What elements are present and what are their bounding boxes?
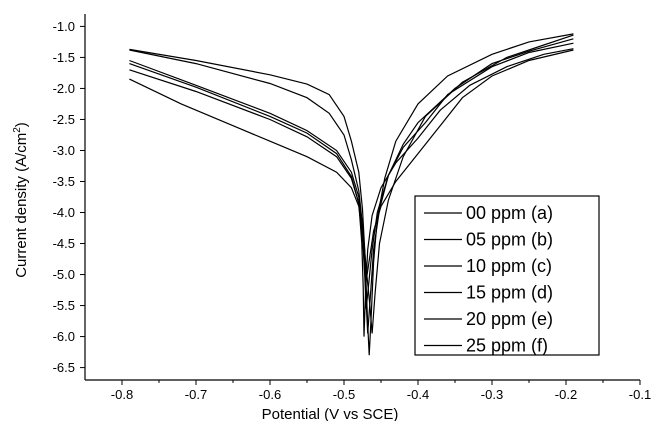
y-tick-label: -5.5 bbox=[53, 298, 75, 313]
y-axis-title-superscript: 2 bbox=[12, 127, 23, 133]
series-line-6 bbox=[129, 49, 574, 281]
x-tick-label: -0.8 bbox=[111, 387, 133, 402]
y-tick-label: -2.0 bbox=[53, 81, 75, 96]
series-line-4 bbox=[129, 42, 574, 309]
y-tick-label: -4.0 bbox=[53, 205, 75, 220]
legend-label: 10 ppm (c) bbox=[466, 256, 552, 276]
y-tick-label: -5.0 bbox=[53, 267, 75, 282]
plot-area bbox=[84, 14, 640, 381]
legend: 00 ppm (a) 05 ppm (b) 10 ppm (c) 15 ppm (d)… bbox=[414, 195, 600, 356]
x-tick-label: -0.3 bbox=[481, 387, 503, 402]
x-tick-label: -0.2 bbox=[555, 387, 577, 402]
legend-box bbox=[414, 195, 600, 356]
y-tick-label: -1.5 bbox=[53, 50, 75, 65]
x-tick-label: -0.4 bbox=[407, 387, 429, 402]
series-line-5 bbox=[129, 48, 574, 337]
y-tick-label: -3.5 bbox=[53, 174, 75, 189]
y-tick-label: -6.5 bbox=[53, 360, 75, 375]
series-line-3 bbox=[129, 38, 574, 334]
y-axis-title-main: Current density (A/cm bbox=[13, 133, 30, 278]
y-tick-label: -4.5 bbox=[53, 236, 75, 251]
y-axis-title: Current density (A/cm2) bbox=[12, 122, 30, 278]
y-tick-label: -1.0 bbox=[53, 19, 75, 34]
legend-label: 05 ppm (b) bbox=[466, 230, 553, 250]
legend-label: 20 ppm (e) bbox=[466, 309, 553, 329]
y-axis-title-end: ) bbox=[13, 122, 30, 127]
x-tick-label: -0.6 bbox=[259, 387, 281, 402]
legend-label: 00 ppm (a) bbox=[466, 203, 553, 223]
x-tick-label: -0.1 bbox=[629, 387, 651, 402]
x-tick-label: -0.5 bbox=[333, 387, 355, 402]
y-tick-label: -6.0 bbox=[53, 329, 75, 344]
y-tick-label: -3.0 bbox=[53, 143, 75, 158]
series-group bbox=[129, 33, 574, 356]
x-tick-label: -0.7 bbox=[185, 387, 207, 402]
x-axis-title: Potential (V vs SCE) bbox=[262, 406, 399, 421]
axis-ticks: -0.8 -0.7 -0.6 -0.5 -0.4 -0.3 -0.2 -0.1 -1.0 -1.5… bbox=[53, 19, 651, 402]
legend-label: 15 ppm (d) bbox=[466, 283, 553, 303]
y-tick-label: -2.5 bbox=[53, 112, 75, 127]
legend-label: 25 ppm (f) bbox=[466, 336, 548, 356]
